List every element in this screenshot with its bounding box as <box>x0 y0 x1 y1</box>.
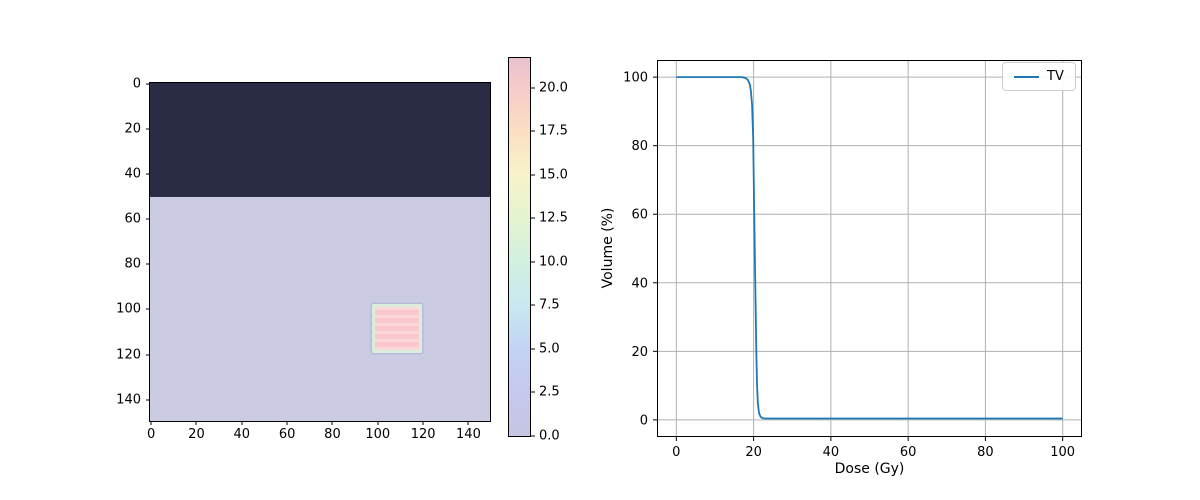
colorbar-ticklabel: 10.0 <box>539 254 568 270</box>
dvh-series-tv <box>676 76 1063 420</box>
dvh-x-axis-label: Dose (Gy) <box>834 461 905 477</box>
dose-map-x-tickmark <box>286 421 288 425</box>
dose-map-x-tickmark <box>422 421 424 425</box>
dvh-plot-svg: 0 20 40 60 80 100 0 20 40 60 80 100 <box>623 60 1082 460</box>
dose-map-y-ticklabel: 0 <box>132 76 141 92</box>
legend-line-sample <box>1014 75 1039 78</box>
dose-map-y-ticklabel: 140 <box>116 392 141 408</box>
colorbar-ticklabel: 15.0 <box>539 167 568 183</box>
dose-map-x-tickmark <box>331 421 333 425</box>
dose-map-y-tickmark <box>146 308 150 310</box>
colorbar-tickmark <box>531 174 535 176</box>
dose-map-y-ticklabel: 100 <box>116 301 141 317</box>
dose-map-y-tickmark <box>146 83 150 85</box>
colorbar-ticklabel: 0.0 <box>539 428 560 444</box>
dose-map-x-tickmark <box>241 421 243 425</box>
dose-map-x-ticklabel: 40 <box>233 427 251 442</box>
colorbar-tickmark <box>531 87 535 89</box>
colorbar-tickmark <box>531 391 535 393</box>
colorbar-tickmark <box>531 217 535 219</box>
dose-map-y-tickmark <box>146 399 150 401</box>
dose-map-axes: 0 20 40 60 80 100 120 140 0 20 40 60 80 100 120 140 <box>116 78 490 441</box>
dvh-x-ticklabel: 20 <box>745 445 762 460</box>
dose-map-x-ticklabel: 120 <box>410 427 436 442</box>
dose-map-target-square <box>372 303 422 354</box>
dvh-legend: TV <box>1002 62 1076 91</box>
dose-map-x-ticklabel: 100 <box>365 427 391 442</box>
dvh-y-ticklabel: 60 <box>631 208 648 223</box>
colorbar-ticklabel: 2.5 <box>539 384 560 400</box>
dose-map-x-tickmark <box>377 421 379 425</box>
dvh-y-ticklabel: 100 <box>623 71 648 86</box>
dvh-y-ticklabel: 40 <box>631 276 648 291</box>
dose-map-y-tickmark <box>146 263 150 265</box>
colorbar-ticklabel: 17.5 <box>539 123 568 139</box>
colorbar-tickmark <box>531 130 535 132</box>
dose-map-x-ticklabel: 80 <box>324 427 341 442</box>
dvh-x-ticklabel: 40 <box>823 445 840 460</box>
dose-map-x-ticklabel: 0 <box>146 427 156 442</box>
dose-map-y-tickmark <box>146 354 150 356</box>
dose-map-y-tickmark <box>146 128 150 130</box>
dose-map-y-tickmark <box>146 173 150 175</box>
dvh-y-ticklabel: 80 <box>631 139 648 154</box>
dose-map-y-tickmark <box>146 218 150 220</box>
colorbar-ticklabel: 7.5 <box>539 297 560 313</box>
dvh-y-ticklabel: 20 <box>631 345 648 360</box>
colorbar <box>509 58 530 436</box>
dose-map-x-ticklabel: 20 <box>188 427 205 442</box>
legend-label-tv: TV <box>1047 69 1064 84</box>
dose-map-x-tickmark <box>467 421 469 425</box>
colorbar-tickmark <box>531 304 535 306</box>
dose-map-x-ticklabel: 140 <box>456 427 481 442</box>
colorbar-tickmark <box>531 348 535 350</box>
dose-map-target-core <box>375 306 419 351</box>
dose-map-y-ticklabel: 120 <box>116 347 141 363</box>
dvh-x-ticklabel: 100 <box>1050 445 1075 460</box>
dvh-x-ticklabel: 80 <box>977 445 994 460</box>
dvh-y-axis-label: Volume (%) <box>600 207 616 289</box>
dose-map-x-tickmark <box>150 421 152 425</box>
dose-map-x-tickmark <box>195 421 197 425</box>
dvh-x-ticklabel: 60 <box>900 445 917 460</box>
colorbar-ticklabel: 12.5 <box>539 210 568 226</box>
dvh-x-ticklabel: 0 <box>672 445 680 460</box>
colorbar-ticklabel: 5.0 <box>539 341 560 357</box>
dose-map-y-ticklabel: 40 <box>124 166 141 182</box>
dose-map-upper-slab <box>150 83 490 197</box>
dose-map-x-ticklabel: 60 <box>278 427 296 442</box>
colorbar-tickmark <box>531 261 535 263</box>
dvh-y-ticklabel: 0 <box>640 413 648 428</box>
dose-map-y-ticklabel: 60 <box>124 211 141 227</box>
dvh-axes-spines <box>657 60 1082 437</box>
colorbar-ticklabel: 20.0 <box>539 80 568 96</box>
colorbar-tickmark <box>531 435 535 437</box>
dose-map-y-ticklabel: 80 <box>124 256 141 272</box>
dose-map-y-ticklabel: 20 <box>124 121 141 137</box>
